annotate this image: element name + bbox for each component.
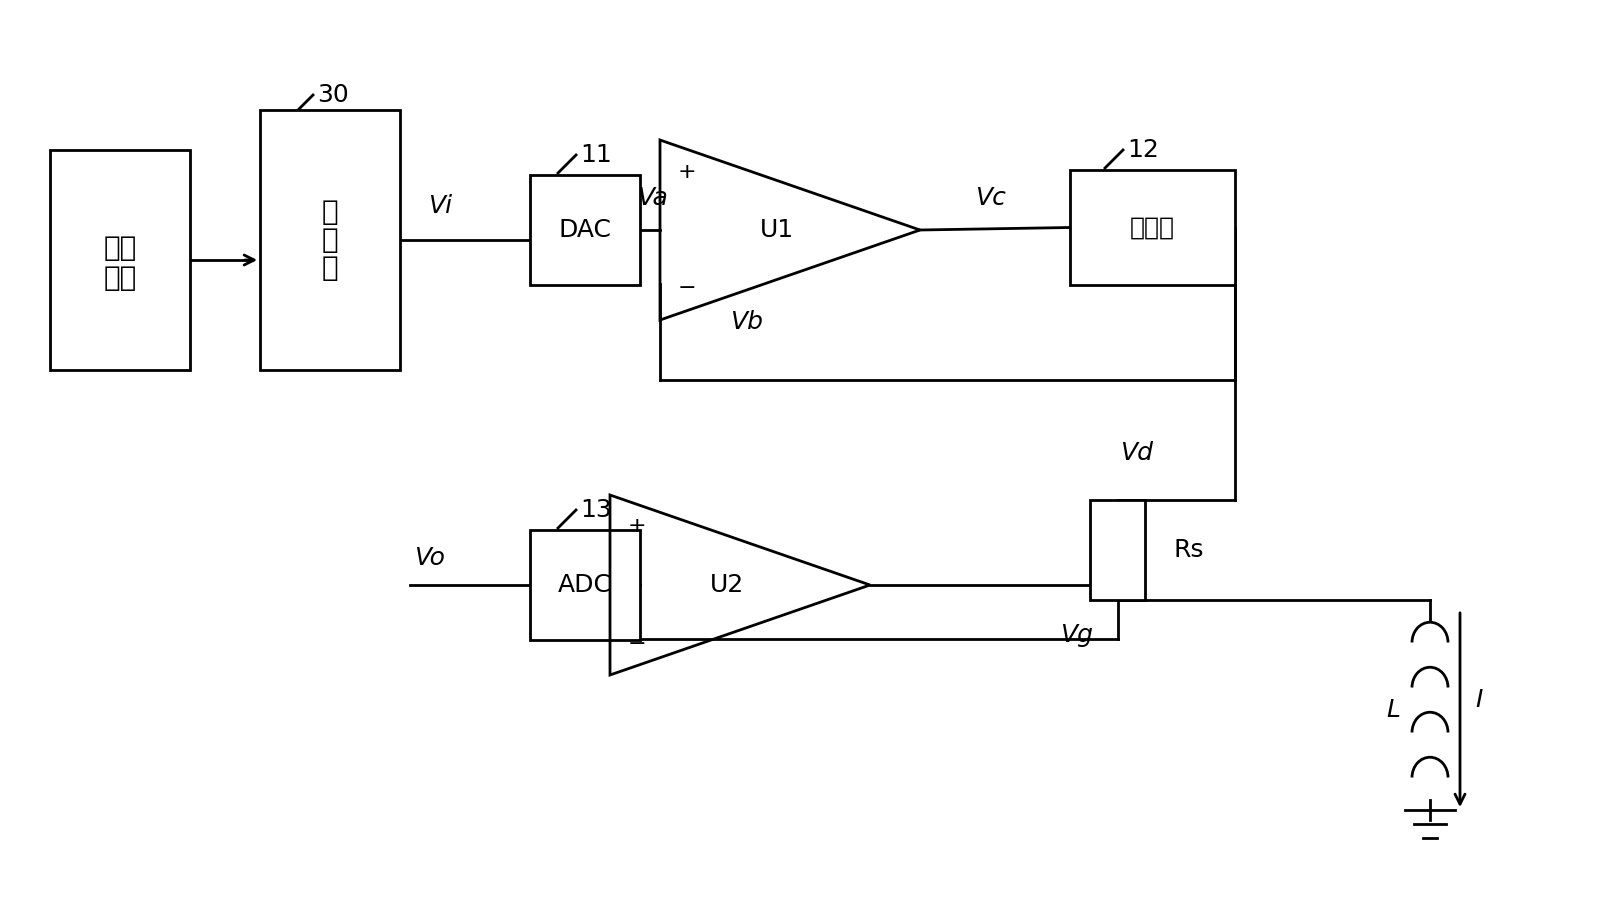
Text: Vd: Vd (1120, 441, 1153, 465)
Text: −: − (628, 634, 646, 654)
Text: Vc: Vc (975, 186, 1005, 210)
Text: −: − (678, 278, 696, 298)
Text: Va: Va (638, 186, 669, 210)
Bar (1070, 170, 1235, 285)
Text: +: + (628, 516, 646, 536)
Text: Vi: Vi (427, 194, 452, 218)
Text: Vg: Vg (1060, 623, 1093, 647)
Text: 12: 12 (1127, 138, 1159, 162)
Bar (1090, 500, 1145, 600)
Bar (529, 175, 640, 285)
Text: DAC: DAC (559, 218, 612, 242)
Text: 用户: 用户 (104, 234, 136, 262)
Text: Vo: Vo (414, 546, 445, 570)
Text: +: + (678, 162, 696, 182)
Bar (50, 150, 189, 370)
Text: 器: 器 (322, 254, 338, 282)
Text: ADC: ADC (559, 573, 612, 597)
Text: 积分器: 积分器 (1130, 215, 1175, 239)
Text: 11: 11 (580, 143, 612, 167)
Text: Vb: Vb (730, 310, 763, 334)
Bar (529, 530, 640, 640)
Text: 节: 节 (322, 226, 338, 254)
Text: 13: 13 (580, 498, 612, 522)
Text: Rs: Rs (1174, 538, 1203, 562)
Text: 30: 30 (317, 83, 348, 107)
Text: I: I (1475, 688, 1483, 712)
Bar (261, 110, 400, 370)
Text: 调: 调 (322, 198, 338, 226)
Text: 设定: 设定 (104, 264, 136, 292)
Text: U1: U1 (759, 218, 793, 242)
Text: L: L (1386, 698, 1400, 722)
Text: U2: U2 (709, 573, 745, 597)
